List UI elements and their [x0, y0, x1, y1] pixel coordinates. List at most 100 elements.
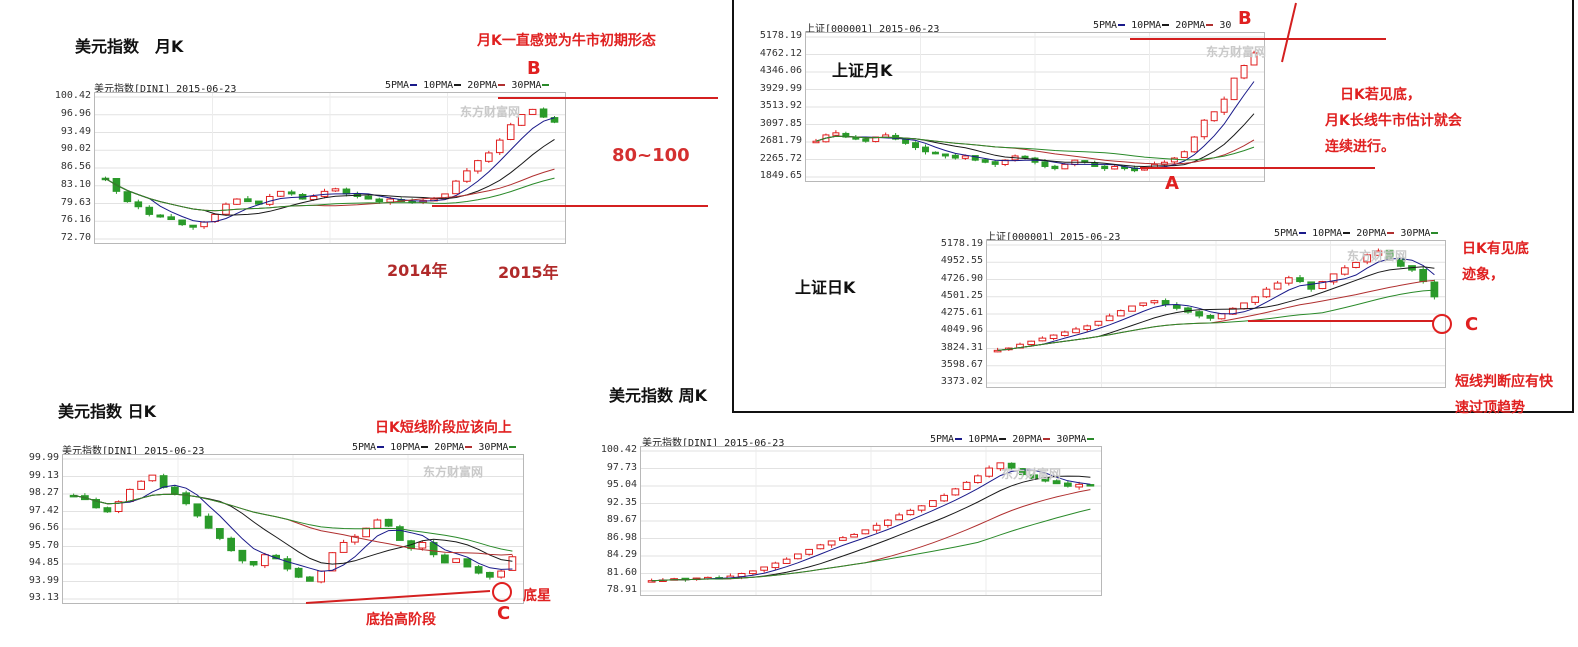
candle-body: [1021, 155, 1029, 159]
y-tick-label: 84.29: [606, 549, 637, 560]
usd-weekly-plot: 东方财富网: [640, 446, 1102, 596]
y-tick-label: 79.63: [60, 196, 91, 208]
candle-body: [342, 188, 351, 195]
watermark: 东方财富网: [1206, 45, 1267, 59]
usd-monthly-svg: [95, 93, 565, 243]
candle-body: [782, 558, 791, 564]
usd-monthly-line-b: [498, 97, 718, 99]
candle-body: [1220, 98, 1228, 113]
y-tick-label: 78.91: [606, 584, 637, 595]
candle-body: [441, 554, 449, 564]
y-tick-label: 5178.19: [759, 30, 802, 41]
candle-body: [123, 191, 132, 203]
sh-monthly-label-a: A: [1165, 173, 1179, 194]
candle-body: [842, 132, 850, 138]
y-tick-label: 3824.31: [940, 341, 983, 353]
usd-monthly-title: 美元指数 月K: [75, 37, 184, 56]
candle-body: [204, 515, 213, 529]
candle-body: [1116, 310, 1125, 317]
sh-monthly-chart: 上证[000001] 2015-06-23 5PMA 10PMA 20PMA 30 东…: [757, 18, 1267, 184]
candle-body: [233, 198, 241, 205]
candle-body: [474, 566, 483, 574]
candle-body: [1038, 337, 1047, 342]
candle-body: [1128, 305, 1136, 312]
y-tick-label: 98.27: [28, 487, 59, 498]
candle-body: [497, 570, 505, 578]
y-tick-label: 93.13: [28, 592, 59, 603]
candle-body: [827, 540, 836, 546]
candle-body: [1027, 340, 1036, 345]
candle-body: [452, 180, 460, 195]
y-tick-label: 76.16: [60, 214, 91, 226]
candle-body: [1086, 484, 1095, 487]
candle-body: [351, 535, 359, 543]
y-tick-label: 3929.99: [759, 82, 802, 94]
y-tick-label: 5178.19: [940, 238, 983, 249]
ma30-line: [651, 508, 1091, 582]
candle-body: [1060, 331, 1069, 337]
candle-body: [884, 519, 892, 526]
y-tick-label: 83.10: [60, 178, 91, 190]
usd-monthly-chart: 美元指数[DINI] 2015-06-23 5PMA 10PMA 20PMA 30PM…: [52, 78, 566, 244]
sh-daily-svg: [987, 241, 1445, 387]
candle-body: [189, 224, 197, 228]
candle-body: [1374, 250, 1383, 256]
usd-monthly-label-b: B: [527, 58, 541, 79]
y-tick-label: 72.70: [60, 232, 91, 243]
candle-body: [962, 481, 971, 491]
y-tick-label: 86.98: [606, 531, 637, 543]
candle-body: [222, 203, 230, 215]
candle-body: [912, 142, 920, 149]
sh-monthly-line-b: [1130, 38, 1386, 40]
candle-body: [1217, 313, 1226, 320]
candle-body: [1049, 334, 1058, 340]
watermark: 东方财富网: [1347, 249, 1408, 263]
candle-body: [1072, 328, 1080, 334]
y-tick-label: 97.73: [606, 461, 637, 473]
usd-weekly-header: 美元指数[DINI] 2015-06-23: [642, 438, 785, 449]
candle-body: [1195, 311, 1204, 317]
y-tick-label: 99.99: [28, 452, 59, 463]
candle-body: [309, 195, 318, 201]
candle-body: [294, 567, 303, 578]
candle-body: [474, 160, 482, 172]
ma30-line: [815, 135, 1255, 161]
candle-body: [1075, 483, 1083, 488]
candle-body: [951, 488, 960, 496]
y-tick-label: 97.42: [28, 504, 59, 516]
legend-ma5: 5PMA: [385, 80, 410, 91]
usd-monthly-range: 80~100: [612, 145, 690, 166]
y-tick-label: 95.04: [606, 479, 637, 490]
candle-body: [771, 562, 780, 569]
candle-body: [981, 159, 989, 163]
candle-body: [485, 152, 493, 162]
sh-daily-line-c: [1248, 320, 1433, 322]
y-tick-label: 81.60: [606, 566, 637, 578]
candle-body: [114, 501, 123, 512]
sh-monthly-line-a: [1140, 167, 1375, 169]
candle-body: [1200, 119, 1208, 138]
y-tick-label: 4726.90: [940, 272, 983, 284]
y-tick-label: 3373.02: [940, 376, 983, 387]
y-tick-label: 100.42: [54, 90, 91, 101]
candle-body: [929, 500, 937, 507]
candle-body: [1251, 296, 1260, 303]
y-tick-label: 4275.61: [940, 307, 983, 318]
candle-body: [1206, 315, 1215, 319]
y-tick-label: 94.85: [28, 557, 59, 568]
candle-body: [839, 537, 847, 541]
candle-body: [985, 467, 993, 477]
shanghai-panel-frame: [732, 0, 1574, 413]
candle-body: [384, 518, 393, 527]
candle-body: [148, 474, 157, 482]
candle-body: [1083, 325, 1092, 330]
y-tick-label: 4346.06: [759, 65, 802, 76]
y-tick-label: 90.02: [60, 143, 91, 155]
candle-body: [227, 537, 235, 552]
ma5-line: [105, 117, 555, 223]
sh-daily-legend: 5PMA 10PMA 20PMA 30PMA: [1274, 228, 1444, 239]
candle-body: [1210, 111, 1218, 122]
y-tick-label: 86.56: [60, 161, 91, 172]
usd-monthly-year-2014: 2014年: [387, 261, 448, 280]
candle-body: [463, 170, 471, 182]
